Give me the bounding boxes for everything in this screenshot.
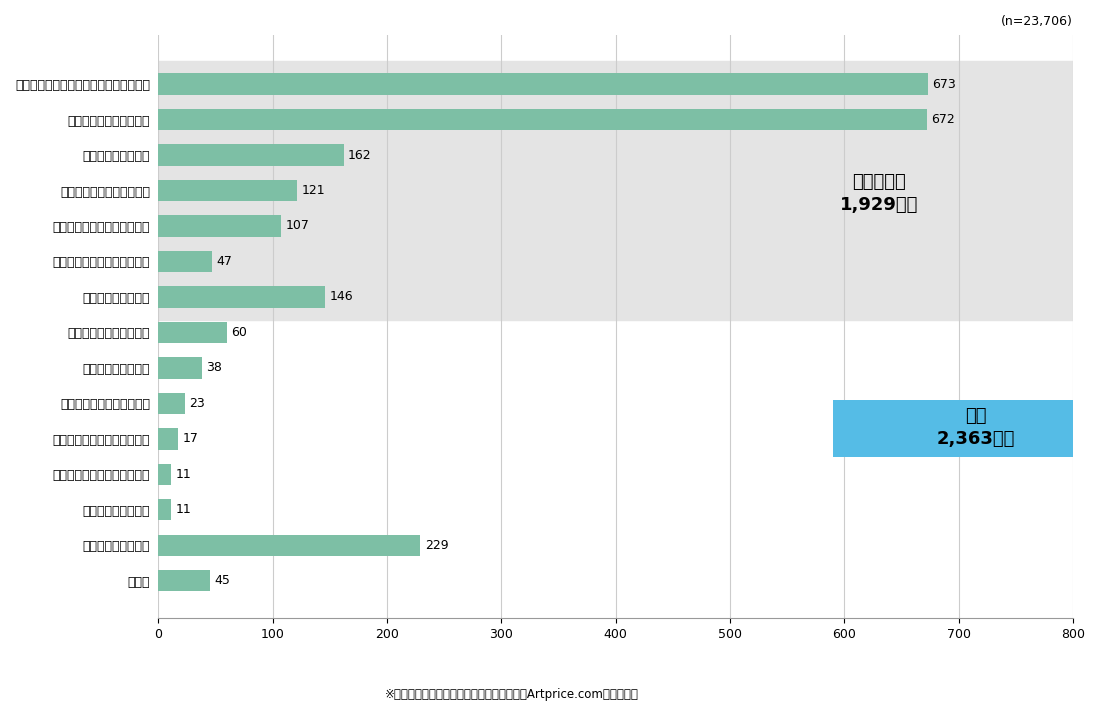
Text: 合計: 合計 (965, 407, 987, 424)
Bar (158, 61, 1072, 320)
Text: 47: 47 (217, 255, 232, 268)
Text: 107: 107 (285, 219, 309, 233)
Bar (158, 215, 280, 237)
Bar (158, 357, 201, 379)
Text: 672: 672 (932, 113, 955, 126)
Bar (158, 73, 927, 94)
Bar (158, 499, 170, 520)
Text: 11: 11 (176, 468, 191, 481)
Text: 2,363億円: 2,363億円 (936, 430, 1015, 448)
Bar (158, 145, 343, 166)
Text: 11: 11 (176, 503, 191, 516)
Text: (n=23,706): (n=23,706) (1001, 15, 1072, 27)
Text: 60: 60 (231, 326, 248, 339)
Text: 45: 45 (214, 575, 230, 587)
Bar (158, 570, 210, 591)
FancyBboxPatch shape (833, 400, 1100, 457)
Bar (158, 534, 420, 556)
Text: 673: 673 (933, 78, 956, 91)
Bar (158, 464, 170, 485)
Bar (158, 428, 178, 450)
Text: 38: 38 (207, 362, 222, 374)
Text: 国内事業者: 国内事業者 (851, 173, 905, 190)
Text: 1,929億円: 1,929億円 (839, 196, 917, 214)
Text: 162: 162 (348, 149, 372, 161)
Bar (158, 321, 227, 343)
Text: 146: 146 (330, 290, 353, 303)
Text: ※「国内の美術品のオークション」の値は、Artprice.comが推計した: ※「国内の美術品のオークション」の値は、Artprice.comが推計した (385, 689, 639, 701)
Bar (158, 286, 326, 307)
Text: 17: 17 (183, 432, 198, 446)
Text: 229: 229 (425, 539, 449, 552)
Bar (158, 180, 297, 201)
Bar (158, 251, 212, 272)
Text: 23: 23 (189, 397, 205, 410)
Text: 121: 121 (301, 184, 324, 197)
Bar (158, 109, 926, 130)
Bar (158, 393, 185, 414)
